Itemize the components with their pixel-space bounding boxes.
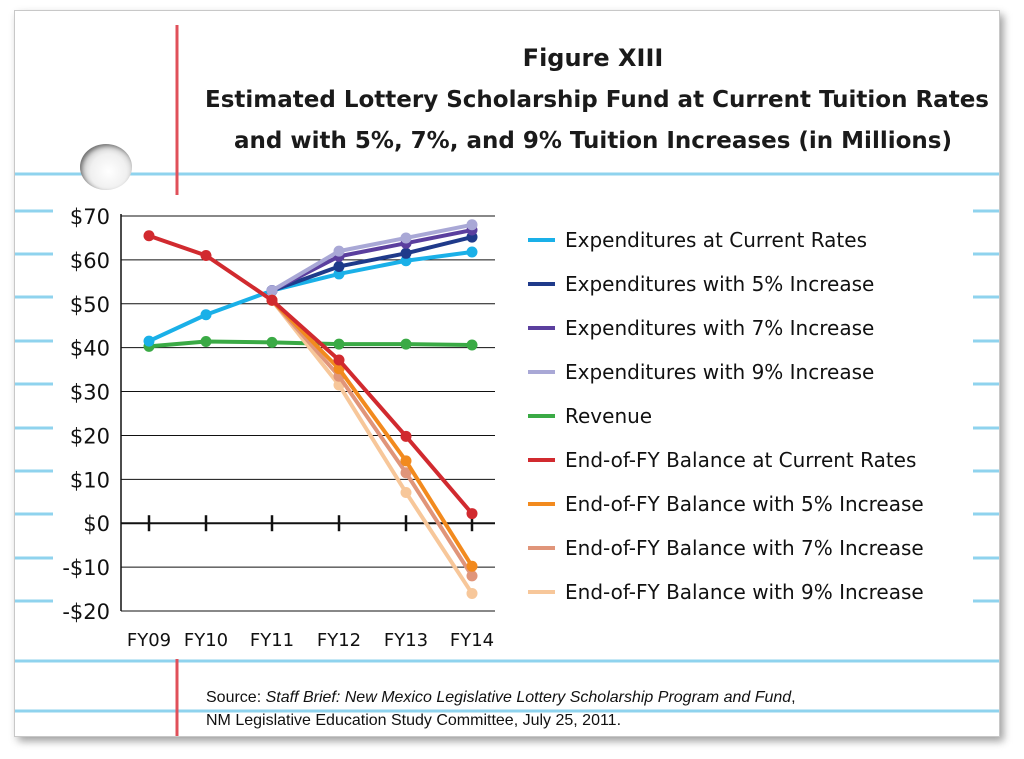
y-tick-label: -$20 xyxy=(62,600,110,624)
source-publisher: NM Legislative Education Study Committee… xyxy=(206,712,622,729)
data-point-6-3 xyxy=(466,560,478,572)
series-line-6 xyxy=(270,298,474,568)
data-point-8-2 xyxy=(400,487,412,498)
y-tick-label: $0 xyxy=(83,512,110,536)
legend-label-0: Expenditures at Current Rates xyxy=(565,228,867,252)
legend-label-3: Expenditures with 9% Increase xyxy=(565,360,874,384)
source-title: Staff Brief: New Mexico Legislative Lott… xyxy=(265,689,792,706)
series-line-7 xyxy=(270,298,474,577)
legend-label-1: Expenditures with 5% Increase xyxy=(565,272,874,296)
legend-label-8: End-of-FY Balance with 9% Increase xyxy=(565,580,924,604)
data-point-4-4 xyxy=(400,338,412,350)
data-point-1-2 xyxy=(400,247,412,259)
series-line-0 xyxy=(148,250,473,343)
data-point-5-1 xyxy=(200,250,212,261)
data-point-7-2 xyxy=(400,467,412,479)
legend-label-4: Revenue xyxy=(565,404,652,428)
series-line-1 xyxy=(271,235,473,293)
data-point-0-5 xyxy=(466,246,478,258)
y-tick-label: $20 xyxy=(70,424,110,448)
data-point-3-1 xyxy=(333,245,345,257)
data-point-1-1 xyxy=(333,260,345,272)
legend-label-6: End-of-FY Balance with 5% Increase xyxy=(565,492,924,516)
figure-title-line-1: Estimated Lottery Scholarship Fund at Cu… xyxy=(205,87,989,113)
x-tick-label: FY14 xyxy=(450,630,494,651)
x-tick-label: FY09 xyxy=(127,630,171,651)
x-tick-label: FY12 xyxy=(317,630,361,651)
data-point-5-3 xyxy=(333,354,345,366)
data-point-5-0 xyxy=(143,230,155,242)
legend-label-5: End-of-FY Balance at Current Rates xyxy=(565,448,916,472)
data-point-3-0 xyxy=(266,285,278,297)
notebook-paper: Figure XIII Estimated Lottery Scholarshi… xyxy=(14,10,1000,737)
data-point-4-3 xyxy=(333,338,345,350)
series-line-5 xyxy=(148,233,474,515)
series-line-3 xyxy=(270,222,473,293)
data-point-5-5 xyxy=(466,508,478,520)
data-point-4-1 xyxy=(200,336,212,348)
data-point-0-0 xyxy=(143,335,155,347)
series-line-8 xyxy=(270,299,474,595)
paper-lines xyxy=(15,25,999,736)
legend-label-2: Expenditures with 7% Increase xyxy=(565,316,874,340)
x-tick-label: FY11 xyxy=(250,630,294,651)
data-point-0-1 xyxy=(200,309,212,321)
source-suffix: , xyxy=(791,689,796,706)
data-point-3-2 xyxy=(400,232,412,244)
legend-label-7: End-of-FY Balance with 7% Increase xyxy=(565,536,924,560)
data-point-5-2 xyxy=(266,294,278,306)
y-tick-label: -$10 xyxy=(62,556,110,580)
data-point-4-2 xyxy=(266,336,278,348)
series-line-2 xyxy=(271,228,473,293)
data-point-7-3 xyxy=(466,570,478,582)
x-tick-label: FY10 xyxy=(184,630,228,651)
x-tick-label: FY13 xyxy=(384,630,428,651)
data-point-8-3 xyxy=(466,587,478,599)
y-tick-label: $30 xyxy=(70,381,110,405)
data-point-6-2 xyxy=(400,455,412,467)
data-point-3-3 xyxy=(466,219,478,231)
source-prefix: Source: xyxy=(206,689,266,706)
y-tick-label: $60 xyxy=(70,249,110,273)
data-point-5-4 xyxy=(400,430,412,442)
line-chart: $70 $60 $50 $40 $30 $20 $10 $0 -$10 -$20 FY09 FY10 F… xyxy=(53,199,973,659)
y-tick-label: $40 xyxy=(70,337,110,361)
data-point-4-5 xyxy=(466,339,478,351)
chart-background xyxy=(53,199,973,659)
source-note: Source: Staff Brief: New Mexico Legislat… xyxy=(206,686,796,732)
y-tick-label: $50 xyxy=(70,293,110,317)
y-tick-label: $70 xyxy=(70,205,110,229)
binder-hole xyxy=(80,144,132,190)
figure-number: Figure XIII xyxy=(522,44,664,72)
y-tick-label: $10 xyxy=(70,468,110,492)
figure-title-line-2: and with 5%, 7%, and 9% Tuition Increase… xyxy=(234,128,952,154)
